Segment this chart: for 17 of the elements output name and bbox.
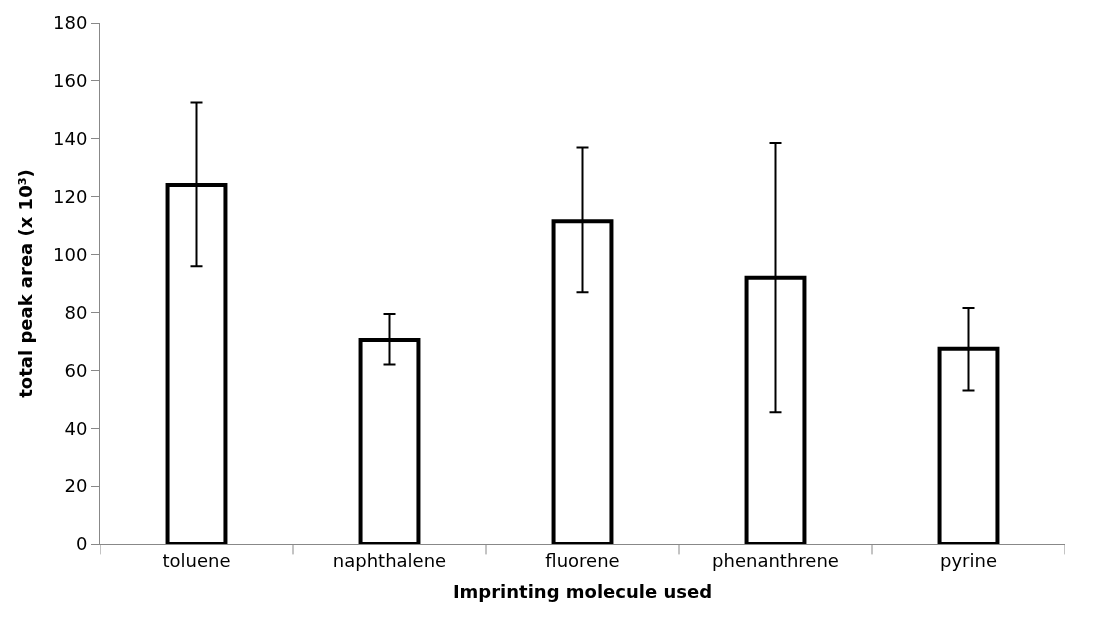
y-tick-label: 0 <box>75 533 88 555</box>
y-tick-label: 100 <box>53 243 88 265</box>
y-tick-label: 120 <box>53 185 88 207</box>
y-tick-label: 60 <box>64 359 88 381</box>
y-axis-title: total peak area (x 10³) <box>15 169 37 398</box>
y-tick-label: 140 <box>53 128 88 150</box>
x-tick-label: toluene <box>162 549 231 571</box>
x-tick-label: phenanthrene <box>712 549 839 571</box>
y-tick-label: 20 <box>64 475 88 497</box>
x-axis-title: Imprinting molecule used <box>452 580 713 602</box>
y-tick-label: 180 <box>53 12 88 34</box>
x-tick-label: naphthalene <box>332 549 447 571</box>
x-tick-label: fluorene <box>545 549 620 571</box>
x-tick-label: pyrine <box>940 549 997 571</box>
y-tick-label: 40 <box>64 417 88 439</box>
y-tick-label: 80 <box>64 301 88 323</box>
y-tick-label: 160 <box>53 70 88 92</box>
